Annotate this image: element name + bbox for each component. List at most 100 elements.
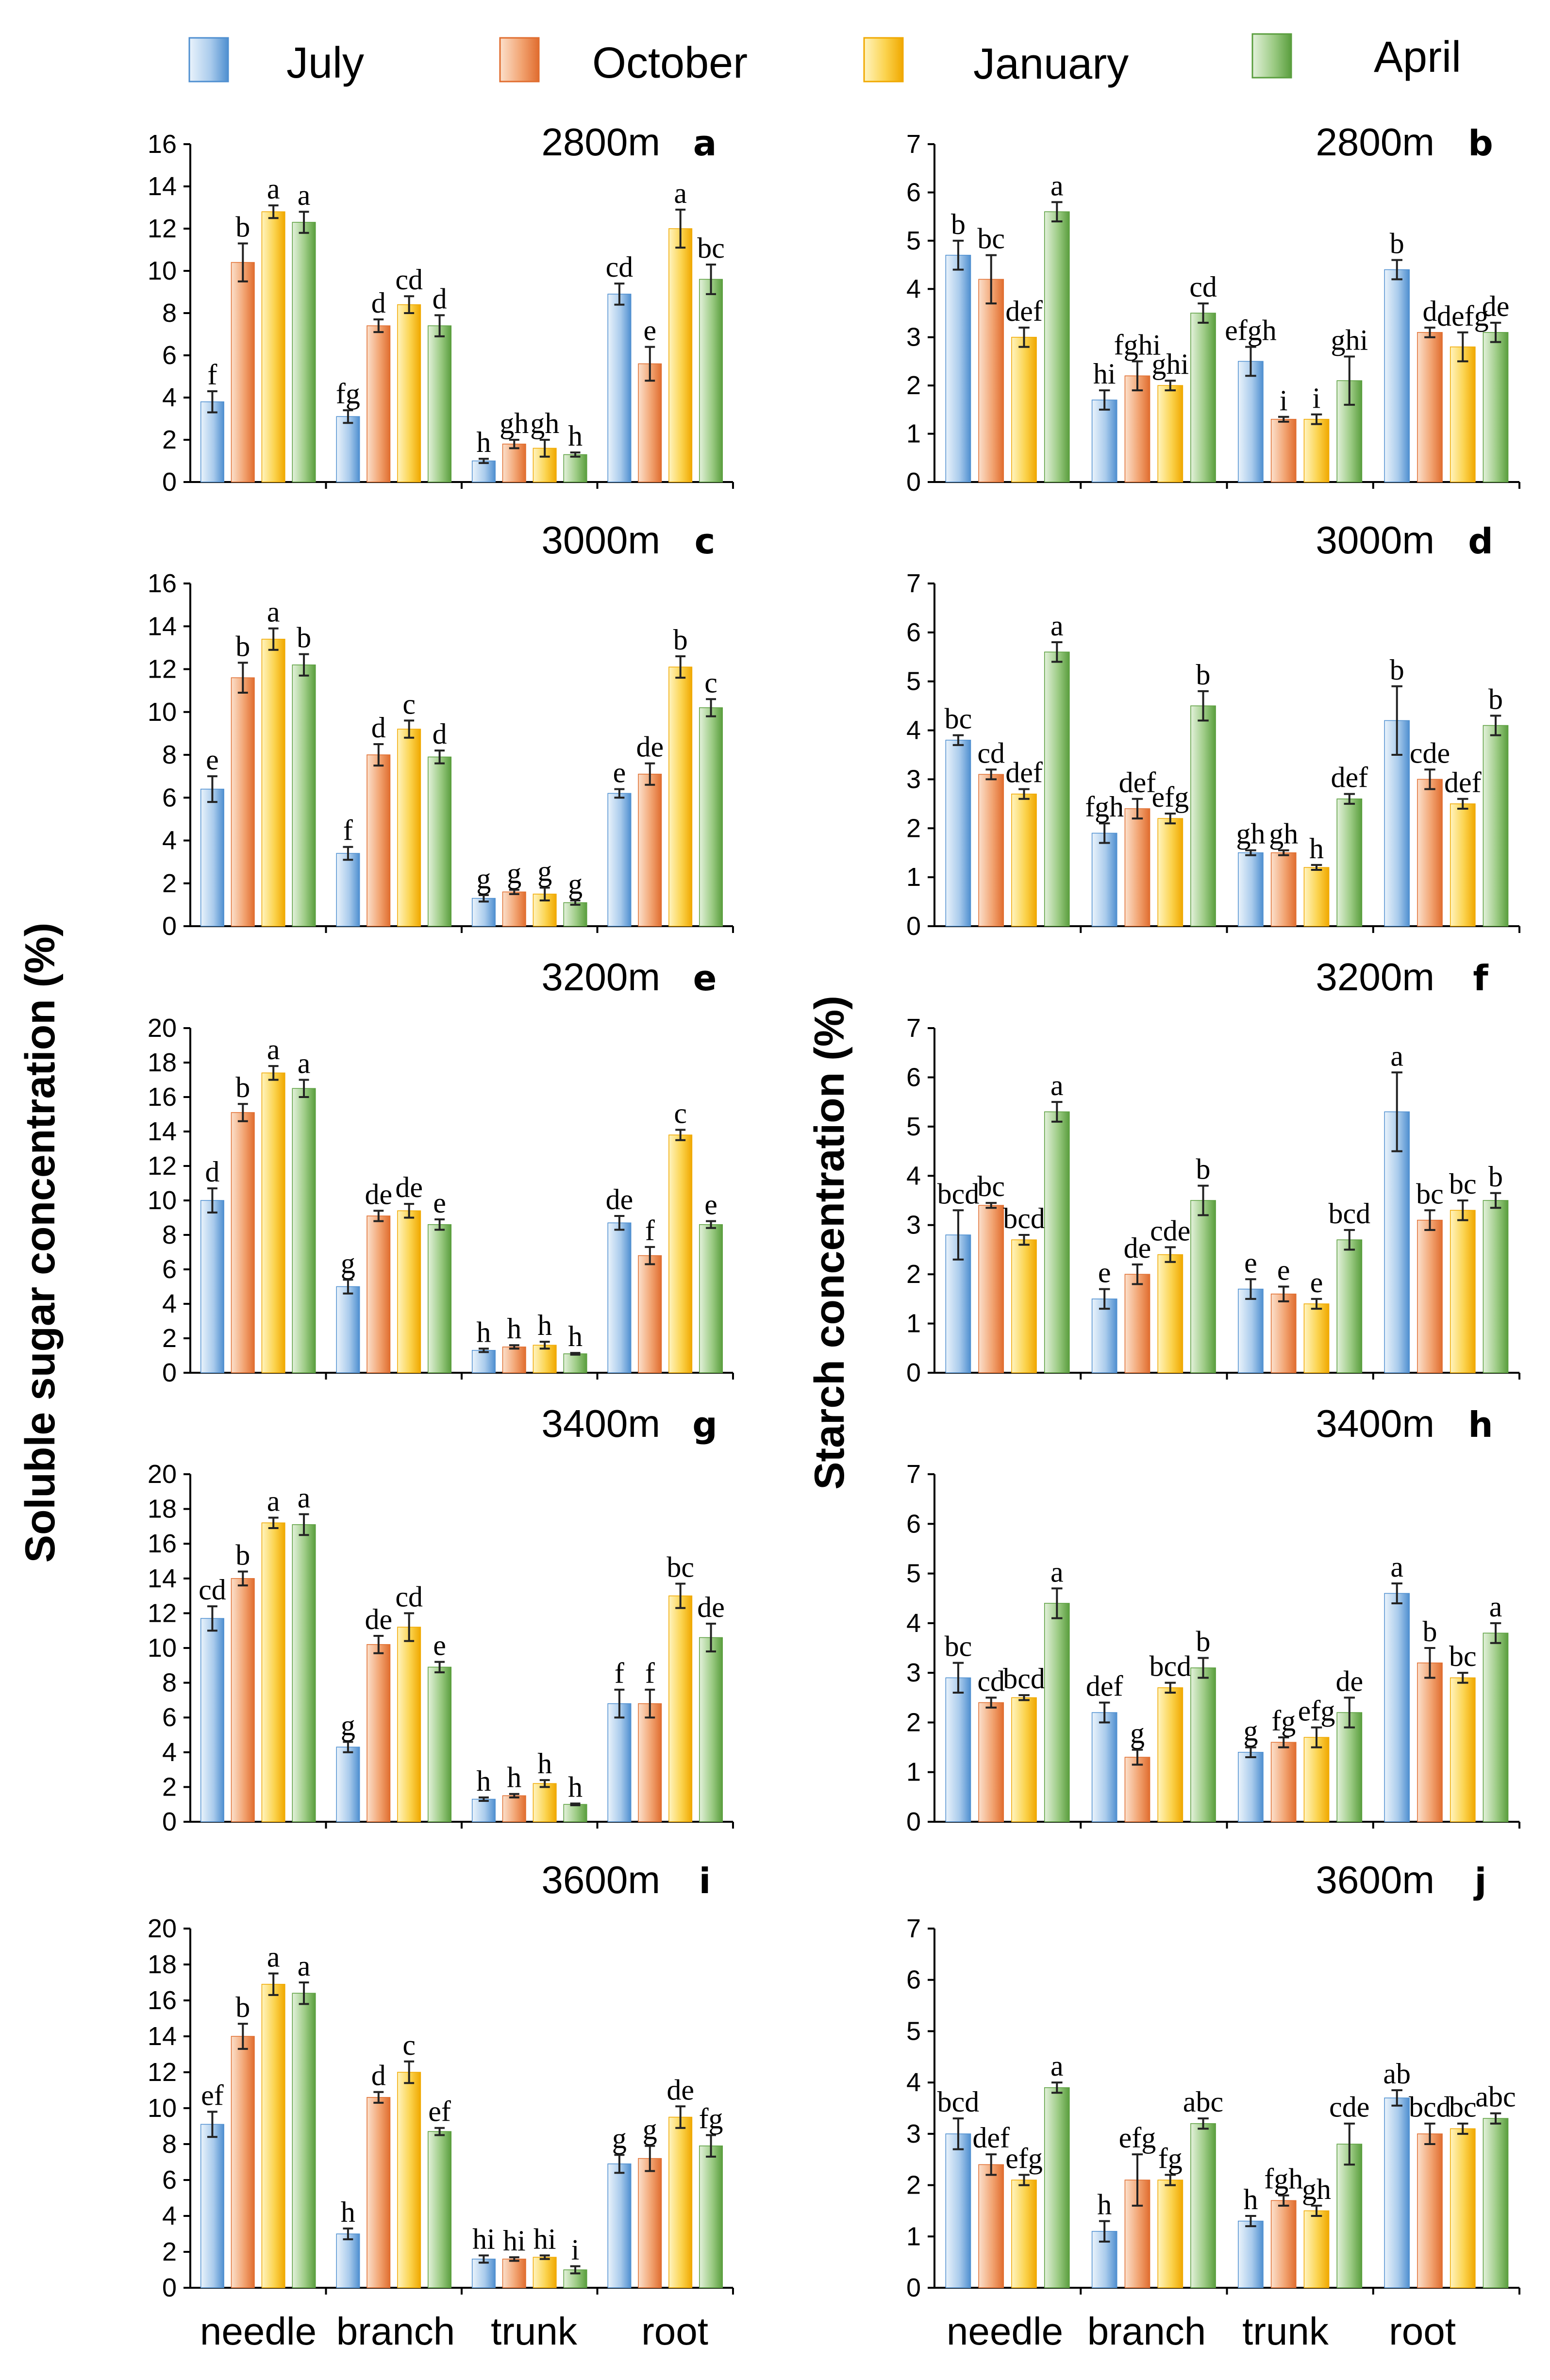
significance-label-april-root: fg — [699, 2103, 723, 2135]
bar-january-needle — [1011, 1239, 1037, 1373]
error-bar-july-trunk — [478, 1796, 489, 1802]
error-bar-july-needle — [207, 390, 217, 414]
y-tick-label: 10 — [148, 1633, 177, 1663]
significance-label-april-trunk: def — [1331, 762, 1368, 794]
significance-label-april-branch: b — [1196, 659, 1211, 691]
error-bar-july-branch — [343, 2227, 353, 2241]
bar-april-root — [1483, 725, 1509, 927]
significance-label-october-root: f — [645, 1215, 655, 1247]
significance-label-october-root: f — [645, 1657, 655, 1689]
bar-january-root — [1450, 1677, 1476, 1822]
y-tick-label: 8 — [162, 2130, 177, 2159]
error-bar-july-trunk — [478, 2254, 489, 2264]
bar-january-trunk — [533, 1345, 557, 1373]
significance-label-january-trunk: gh — [1302, 2173, 1331, 2205]
significance-label-july-root: b — [1390, 228, 1404, 260]
x-axis-categories-left: needle branch trunk root — [200, 2310, 708, 2353]
significance-label-january-root: bc — [667, 1551, 694, 1583]
bar-april-trunk — [1336, 799, 1363, 927]
error-bar-april-branch — [434, 749, 445, 765]
bar-october-needle — [978, 774, 1004, 927]
y-tick-label: 7 — [906, 1460, 921, 1489]
bar-january-root — [668, 228, 693, 483]
error-bar-january-root — [1457, 1199, 1468, 1221]
panel-letter: f — [1473, 958, 1488, 999]
category-label-root-right: root — [1389, 2310, 1456, 2353]
error-bar-july-root — [1391, 1582, 1402, 1604]
significance-label-january-needle: efg — [1005, 2142, 1043, 2174]
error-bar-july-branch — [1099, 2220, 1110, 2243]
error-bar-july-root — [1391, 259, 1402, 281]
error-bar-january-trunk — [1311, 413, 1322, 425]
significance-label-july-root: g — [612, 2122, 627, 2154]
bar-october-branch — [1124, 375, 1150, 483]
bar-october-needle — [231, 677, 255, 927]
error-bar-july-trunk — [478, 894, 489, 903]
bar-april-branch — [428, 1666, 452, 1822]
category-label-trunk-right: trunk — [1242, 2310, 1329, 2353]
bar-october-branch — [367, 1215, 391, 1373]
y-tick-label: 4 — [906, 2068, 921, 2097]
significance-label-april-needle: a — [298, 179, 311, 211]
y-tick-label: 0 — [906, 912, 921, 941]
significance-label-january-root: de — [667, 2074, 694, 2106]
bar-october-needle — [978, 2164, 1004, 2288]
error-bar-july-root — [614, 788, 625, 799]
legend-item-april: April — [1251, 33, 1461, 82]
y-tick-label: 3 — [906, 323, 921, 352]
legend-swatch-july — [188, 37, 229, 83]
bar-april-branch — [1190, 1200, 1216, 1373]
y-tick-label: 2 — [906, 1708, 921, 1737]
error-bar-january-trunk — [539, 2254, 550, 2260]
bar-january-root — [1450, 346, 1476, 483]
error-bar-january-needle — [268, 627, 279, 651]
error-bar-october-needle — [237, 2023, 248, 2050]
bar-january-branch — [397, 304, 421, 483]
significance-label-october-root: g — [643, 2114, 657, 2146]
bar-january-branch — [1157, 2180, 1183, 2288]
error-bar-july-branch — [343, 1279, 353, 1295]
bar-april-trunk — [563, 454, 587, 483]
error-bar-october-branch — [1132, 1748, 1143, 1766]
bar-july-trunk — [471, 1798, 496, 1822]
bar-january-branch — [397, 1627, 421, 1822]
error-bar-april-branch — [434, 2127, 445, 2136]
error-bar-april-trunk — [1344, 793, 1355, 805]
error-bar-january-branch — [404, 719, 415, 739]
y-tick-label: 0 — [906, 467, 921, 497]
significance-label-january-needle: a — [267, 596, 280, 628]
bar-april-trunk — [563, 1804, 587, 1822]
error-bar-october-needle — [237, 662, 248, 694]
error-bar-october-trunk — [1278, 1736, 1289, 1748]
error-bar-january-needle — [1018, 788, 1030, 800]
y-tick-label: 1 — [906, 863, 921, 892]
error-bar-october-trunk — [1278, 849, 1289, 856]
significance-label-october-needle: b — [235, 1991, 250, 2023]
y-tick-label: 10 — [148, 1186, 177, 1215]
panel-letter: c — [695, 521, 716, 562]
panel-title: 3000m — [541, 518, 660, 562]
significance-label-january-needle: def — [1005, 757, 1043, 789]
significance-label-july-needle: d — [205, 1156, 219, 1188]
error-bar-october-root — [645, 2145, 655, 2172]
significance-label-april-branch: d — [433, 718, 447, 750]
y-tick-label: 4 — [162, 383, 177, 412]
error-bar-april-trunk — [1344, 1229, 1355, 1251]
panel-title: 2800m — [1316, 120, 1434, 164]
bar-april-branch — [428, 756, 452, 927]
bar-july-trunk — [471, 898, 496, 927]
legend: July October January April — [188, 33, 1461, 88]
error-bar-april-needle — [299, 653, 309, 677]
y-tick-label: 20 — [148, 1460, 177, 1489]
significance-label-july-root: e — [613, 757, 626, 789]
error-bar-january-root — [1457, 331, 1468, 363]
significance-label-july-needle: cd — [199, 1574, 226, 1606]
significance-label-october-trunk: h — [507, 1762, 521, 1794]
bar-october-root — [1417, 332, 1443, 483]
y-tick-label: 7 — [906, 130, 921, 159]
bar-october-trunk — [1270, 1293, 1297, 1373]
error-bar-april-needle — [299, 1981, 309, 2005]
significance-label-april-trunk: h — [568, 1771, 583, 1803]
significance-label-january-branch: ghi — [1151, 348, 1189, 380]
significance-label-october-branch: d — [371, 2060, 386, 2092]
